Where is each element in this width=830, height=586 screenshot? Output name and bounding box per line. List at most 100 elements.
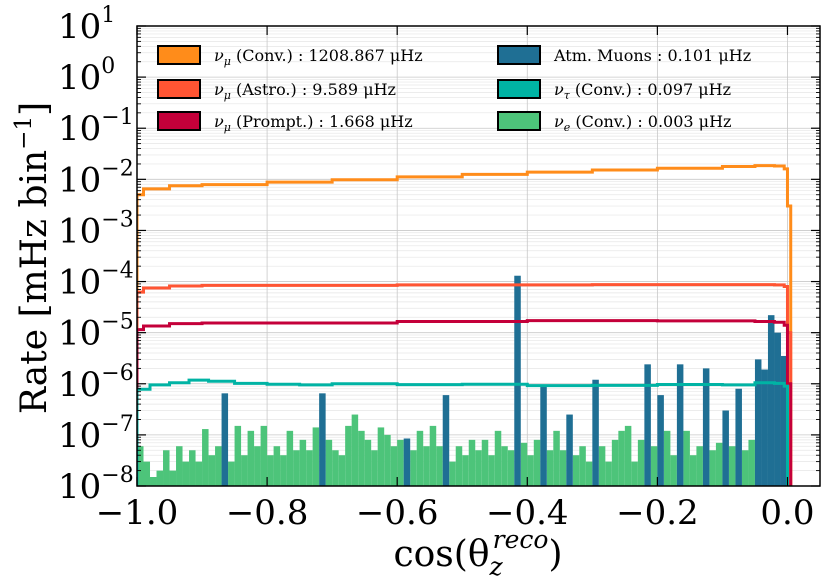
- histogram-bar: [650, 446, 658, 486]
- histogram-bar: [273, 446, 281, 486]
- histogram-bar: [631, 461, 638, 486]
- legend-entry-label: νμ (Prompt.) : 1.668 μHz: [214, 112, 413, 134]
- legend-swatch: [157, 111, 201, 131]
- histogram-bar: [332, 450, 339, 486]
- histogram-bar: [572, 455, 580, 486]
- x-tick-label: −0.6: [356, 493, 439, 533]
- histogram-bar: [715, 442, 723, 486]
- legend-swatch: [157, 79, 201, 99]
- x-tick-label: 0.0: [760, 493, 814, 533]
- legend-entry-label: νe (Conv.) : 0.003 μHz: [554, 112, 731, 134]
- histogram-bar: [540, 386, 547, 486]
- histogram-bar: [202, 429, 209, 486]
- histogram-bar: [546, 450, 554, 486]
- y-tick-label: 10−6: [58, 361, 134, 405]
- histogram-bar: [455, 446, 463, 486]
- histogram-bar: [741, 450, 749, 486]
- legend-swatch: [157, 45, 201, 65]
- histogram-bar: [644, 364, 651, 486]
- histogram-bar: [501, 446, 508, 486]
- histogram-bar: [767, 315, 775, 486]
- legend-entry-label: Atm. Muons : 0.101 μHz: [553, 46, 751, 65]
- histogram-bar: [494, 430, 502, 486]
- legend-entry-label: ντ (Conv.) : 0.097 μHz: [554, 80, 731, 102]
- histogram-bar: [247, 430, 255, 486]
- histogram-bar: [670, 455, 677, 486]
- x-tick-label: −0.2: [616, 493, 699, 533]
- series-line: [137, 283, 793, 486]
- histogram-bars: [137, 275, 788, 486]
- axis-ticks: −1.0 −0.8 −0.6 −0.4 −0.2 0.0 101 100 10−1 10−2 10−…: [58, 3, 820, 533]
- y-tick-label: 10−3: [58, 207, 134, 251]
- histogram-bar: [143, 461, 151, 486]
- histogram-bar: [208, 455, 216, 486]
- y-tick-label: 10−8: [58, 463, 134, 507]
- histogram-bar: [364, 439, 372, 486]
- histogram-bar: [533, 439, 541, 486]
- y-tick-label: 10−5: [58, 310, 134, 354]
- histogram-bar: [410, 450, 417, 486]
- histogram-bar: [553, 430, 560, 486]
- histogram-bar: [481, 439, 489, 486]
- histogram-step-lines: [137, 164, 793, 486]
- histogram-bar: [527, 455, 534, 486]
- y-tick-label: 10−4: [58, 259, 134, 303]
- histogram-bar: [475, 450, 482, 486]
- legend-swatch: [497, 45, 541, 65]
- histogram-bar: [735, 388, 742, 486]
- histogram-bar: [267, 455, 274, 486]
- histogram-bar: [384, 434, 391, 486]
- histogram-bar: [488, 455, 495, 486]
- histogram-bar: [156, 470, 164, 486]
- histogram-bar: [436, 446, 443, 486]
- legend: νμ (Conv.) : 1208.867 μHz νμ (Astro.) : 9…: [157, 45, 751, 134]
- histogram-bar: [449, 461, 456, 486]
- legend-swatch: [497, 79, 541, 99]
- histogram-bar: [182, 461, 190, 486]
- histogram-bar: [780, 355, 788, 486]
- histogram-bar: [338, 455, 346, 486]
- histogram-bar: [286, 430, 294, 486]
- histogram-bar: [507, 450, 515, 486]
- histogram-bar: [598, 446, 606, 486]
- y-axis-label: Rate [mHz bin−1]: [11, 102, 55, 414]
- histogram-bar: [306, 450, 313, 486]
- histogram-bar: [150, 476, 157, 486]
- histogram-bar: [592, 379, 599, 486]
- histogram-bar: [429, 425, 437, 486]
- x-tick-label: −1.0: [96, 493, 179, 533]
- histogram-bar: [585, 461, 593, 486]
- histogram-bar: [163, 450, 170, 486]
- histogram-bar: [605, 461, 612, 486]
- histogram-bar: [215, 446, 222, 486]
- histogram-bar: [637, 439, 645, 486]
- histogram-bar: [683, 430, 690, 486]
- histogram-bar: [468, 439, 476, 486]
- y-tick-label: 10−1: [58, 105, 134, 149]
- x-axis-label: cos(θzreco): [393, 525, 562, 581]
- legend-swatch: [497, 111, 541, 131]
- legend-entry-label: νμ (Astro.) : 9.589 μHz: [214, 80, 396, 102]
- histogram-bar: [319, 393, 326, 486]
- histogram-bar: [390, 446, 398, 486]
- histogram-bar: [403, 438, 411, 486]
- x-tick-label: −0.4: [486, 493, 569, 533]
- histogram-bar: [676, 364, 684, 486]
- histogram-bar: [774, 332, 781, 486]
- histogram-bar: [462, 455, 469, 486]
- series-line: [137, 164, 793, 486]
- histogram-bar: [241, 455, 248, 486]
- histogram-bar: [442, 395, 450, 486]
- histogram-bar: [748, 439, 755, 486]
- histogram-bar: [293, 450, 300, 486]
- histogram-bar: [657, 395, 664, 486]
- histogram-bar: [663, 430, 671, 486]
- histogram-bar: [351, 414, 359, 486]
- histogram-bar: [579, 446, 586, 486]
- histogram-bar: [696, 446, 703, 486]
- histogram-bar: [618, 430, 625, 486]
- histogram-bar: [371, 450, 378, 486]
- plot-frame: [136, 25, 821, 487]
- histogram-bar: [709, 450, 716, 486]
